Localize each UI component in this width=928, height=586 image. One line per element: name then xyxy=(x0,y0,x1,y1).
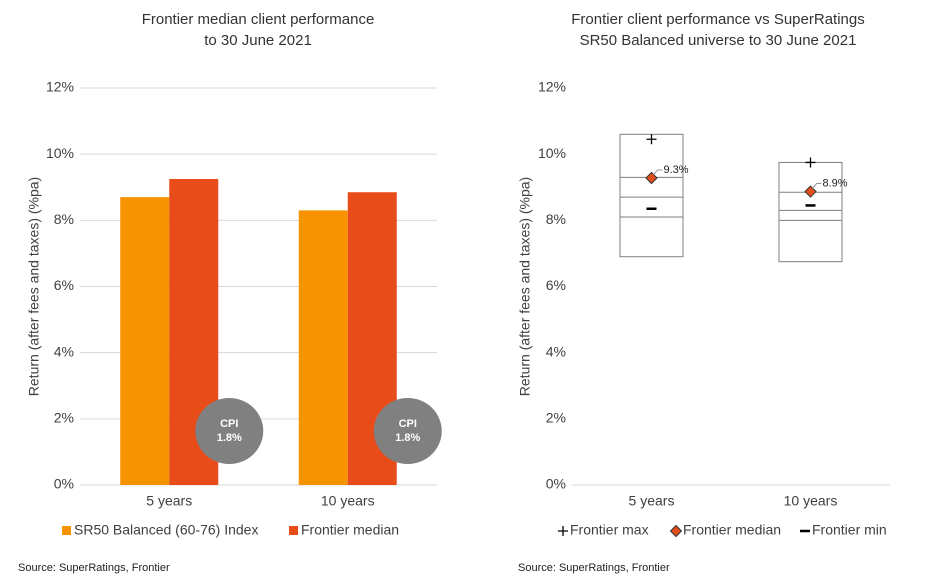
y-tick-label: 6% xyxy=(546,277,566,293)
label-leader xyxy=(812,183,822,189)
x-tick-label: 10 years xyxy=(784,493,838,509)
max-marker xyxy=(646,134,657,145)
legend-label: Frontier median xyxy=(683,522,781,538)
legend-label: Frontier min xyxy=(812,522,887,538)
cpi-badge xyxy=(373,398,442,464)
y-axis-label: Return (after fees and taxes) (%pa) xyxy=(517,177,533,396)
y-tick-label: 4% xyxy=(546,343,566,359)
y-tick-label: 10% xyxy=(46,145,74,161)
median-marker xyxy=(804,185,817,198)
bar xyxy=(120,197,170,486)
legend-label: SR50 Balanced (60-76) Index xyxy=(74,522,258,538)
chart-subtitle: to 30 June 2021 xyxy=(204,32,312,49)
source-note: Source: SuperRatings, Frontier xyxy=(518,562,670,574)
cpi-value: 1.8% xyxy=(395,432,420,444)
source-note: Source: SuperRatings, Frontier xyxy=(18,562,170,574)
max-marker xyxy=(805,157,816,168)
median-marker xyxy=(645,171,658,185)
y-tick-label: 8% xyxy=(54,211,74,227)
y-tick-label: 12% xyxy=(538,79,566,95)
median-marker xyxy=(669,524,683,538)
label-leader xyxy=(653,169,663,176)
chart-title: Frontier client performance vs SuperRati… xyxy=(571,11,864,28)
legend-label: Frontier median xyxy=(301,522,399,538)
cpi-label: CPI xyxy=(220,418,238,430)
cpi-badge xyxy=(195,398,264,464)
legend-swatch xyxy=(62,526,71,535)
y-tick-label: 4% xyxy=(54,343,74,359)
data-label: 9.3% xyxy=(664,164,689,176)
y-tick-label: 10% xyxy=(538,145,566,161)
y-tick-label: 2% xyxy=(546,410,566,426)
legend-swatch xyxy=(289,526,298,535)
cpi-label: CPI xyxy=(399,418,417,430)
y-tick-label: 12% xyxy=(46,79,74,95)
x-tick-label: 5 years xyxy=(629,493,675,509)
range-box xyxy=(619,133,684,258)
x-tick-label: 5 years xyxy=(146,493,192,509)
y-tick-label: 8% xyxy=(546,211,566,227)
max-marker xyxy=(558,526,568,536)
y-tick-label: 0% xyxy=(54,476,74,492)
legend-label: Frontier max xyxy=(570,522,649,538)
bar xyxy=(298,210,348,486)
chart-title: Frontier median client performance xyxy=(142,11,375,28)
y-tick-label: 6% xyxy=(54,277,74,293)
y-axis-label: Return (after fees and taxes) (%pa) xyxy=(26,177,42,396)
y-tick-label: 2% xyxy=(54,410,74,426)
chart-subtitle: SR50 Balanced universe to 30 June 2021 xyxy=(580,32,857,49)
cpi-value: 1.8% xyxy=(217,432,242,444)
y-tick-label: 0% xyxy=(546,476,566,492)
x-tick-label: 10 years xyxy=(321,493,375,509)
data-label: 8.9% xyxy=(823,177,848,189)
